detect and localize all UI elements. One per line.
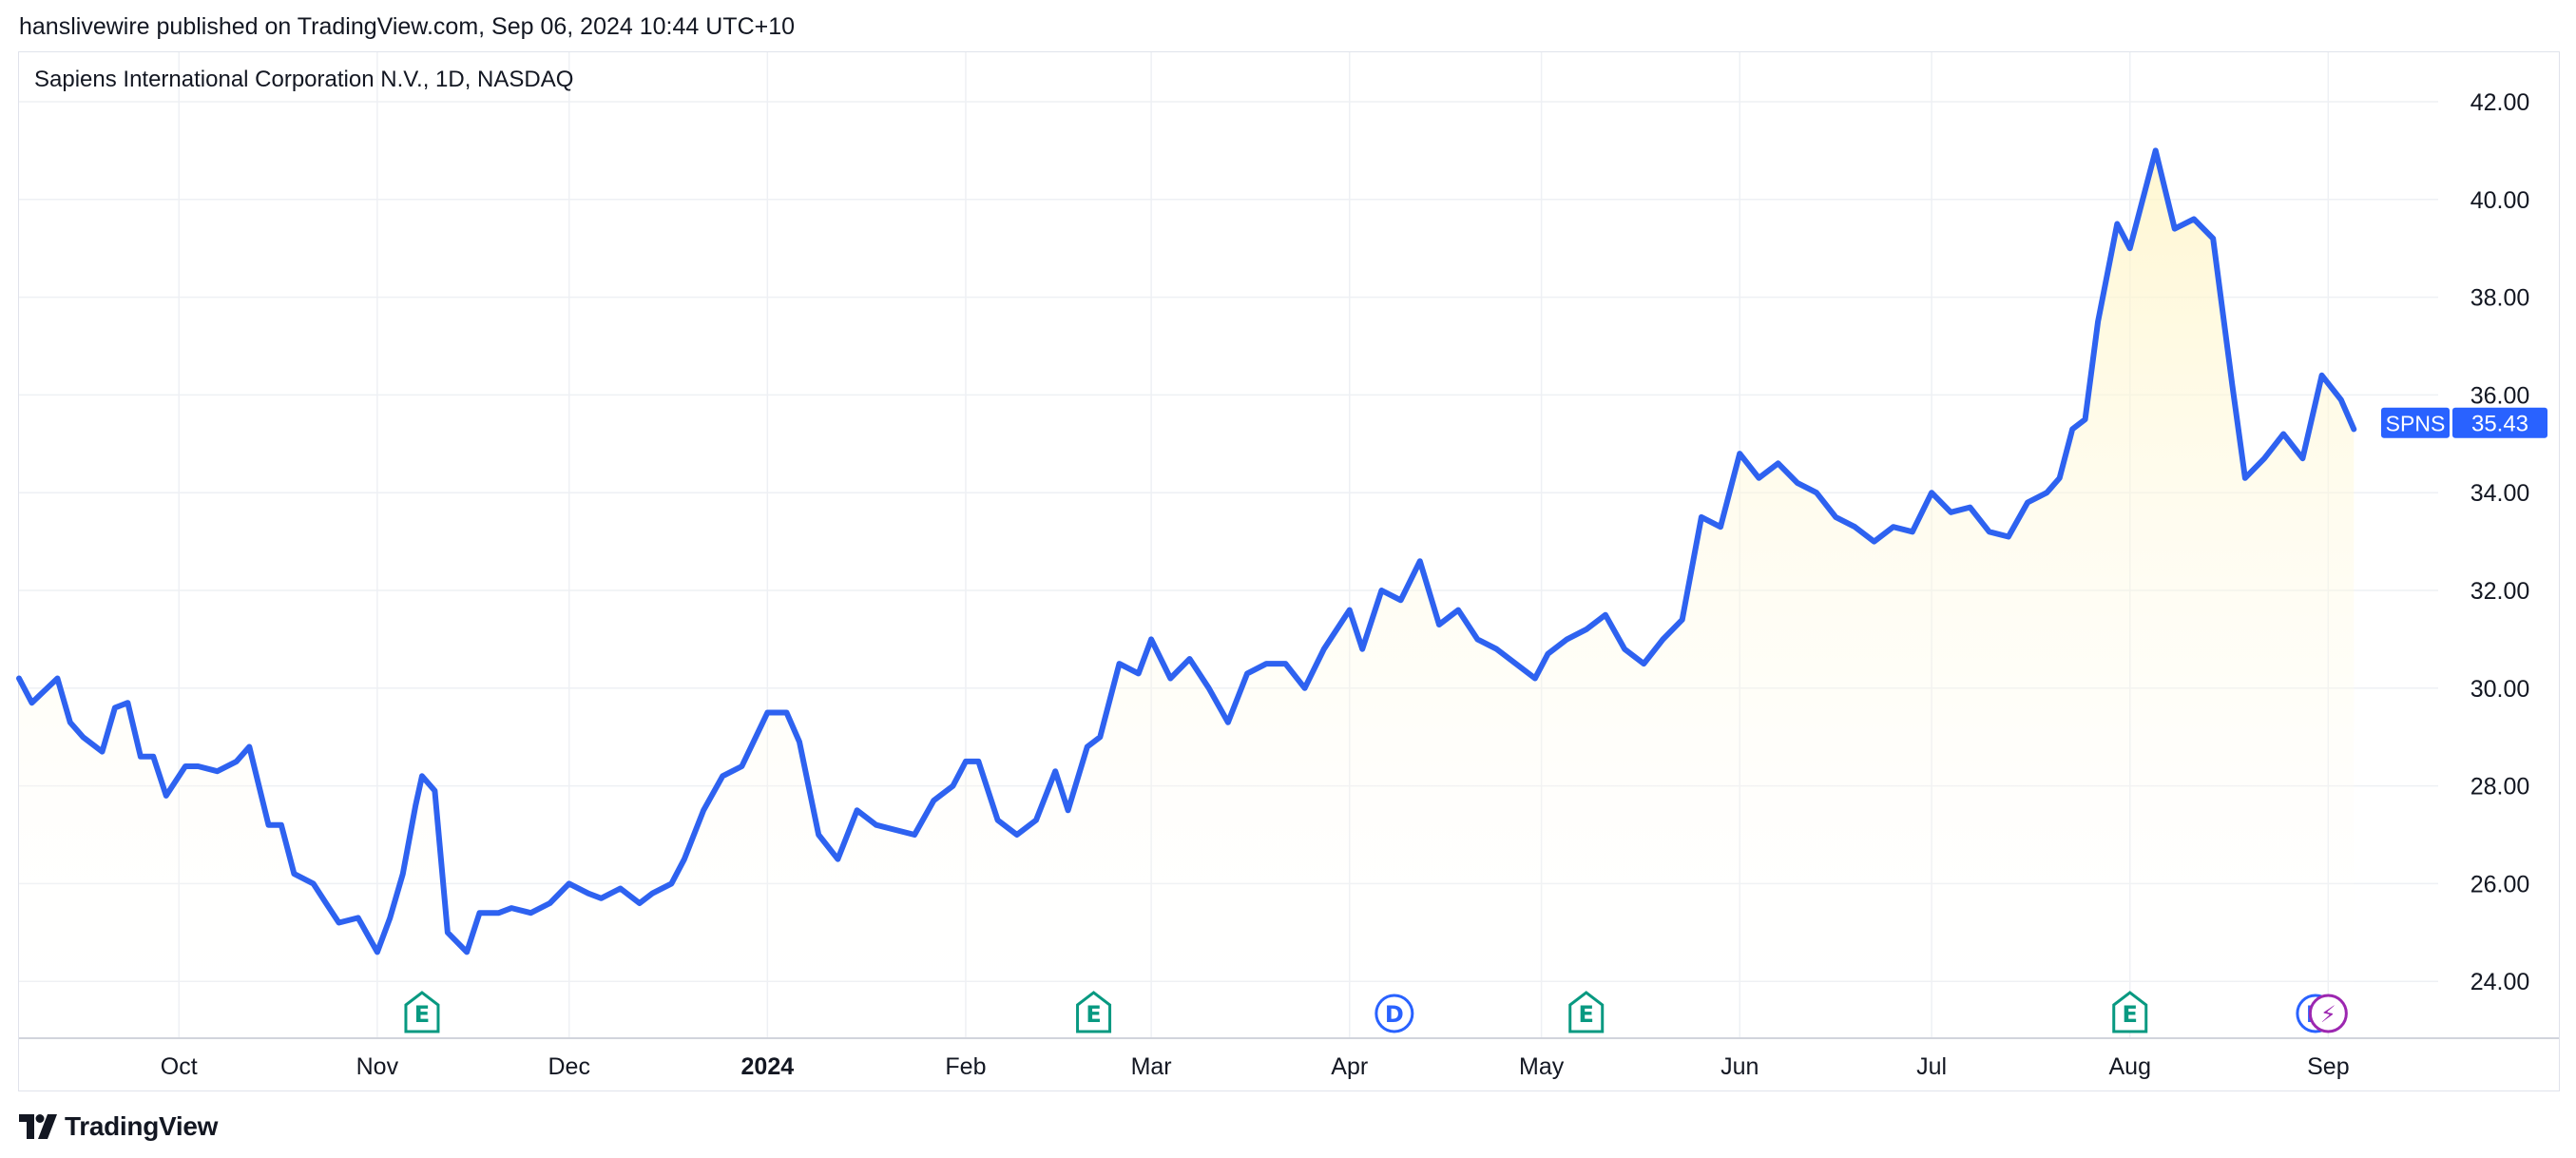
x-tick-label: Apr — [1331, 1053, 1368, 1080]
symbol-tag — [2381, 407, 2450, 438]
event-letter: ⚡ — [2320, 1001, 2336, 1028]
y-tick-label: 32.00 — [2470, 578, 2530, 605]
last-price-tag: SPNS 35.43 — [2381, 407, 2547, 438]
x-tick-label: Sep — [2307, 1053, 2349, 1080]
published-line: hanslivewire published on TradingView.co… — [19, 13, 796, 40]
x-tick-label: May — [1519, 1053, 1565, 1080]
y-tick-label: 38.00 — [2470, 285, 2530, 312]
y-tick-label: 34.00 — [2470, 480, 2530, 507]
last-price-text: 35.43 — [2471, 412, 2528, 437]
x-tick-label: Mar — [1131, 1053, 1172, 1080]
y-tick-label: 26.00 — [2470, 871, 2530, 897]
y-tick-label: 36.00 — [2470, 382, 2530, 409]
time-axis: Oct Nov Dec 2024 Feb Mar Apr May Jun Jul Aug Sep — [161, 1053, 2350, 1080]
symbol-tag-text: SPNS — [2386, 412, 2446, 436]
tradingview-logo[interactable]: TradingView — [19, 1110, 218, 1143]
event-letter: E — [2123, 1001, 2138, 1028]
y-tick-label: 24.00 — [2470, 969, 2530, 995]
event-letter: E — [414, 1001, 430, 1028]
event-letter: D — [1385, 1001, 1404, 1028]
y-tick-label: 28.00 — [2470, 774, 2530, 801]
event-letter: E — [1579, 1001, 1594, 1028]
x-tick-label: Oct — [161, 1053, 198, 1080]
last-price-badge — [2452, 407, 2547, 438]
x-tick-label: Nov — [356, 1053, 399, 1080]
chart-frame — [18, 51, 2560, 1091]
price-area-fill — [19, 150, 2355, 1038]
tradingview-logo-icon — [19, 1114, 57, 1139]
y-tick-label: 30.00 — [2470, 676, 2530, 703]
earnings-icon — [2112, 991, 2148, 1033]
y-tick-label: 40.00 — [2470, 187, 2530, 214]
earnings-event-marker[interactable]: E — [1568, 991, 1605, 1033]
event-markers: EEDEED⚡ — [404, 991, 2348, 1033]
earnings-event-marker[interactable]: E — [2112, 991, 2148, 1033]
split-icon — [2308, 994, 2348, 1033]
price-line — [16, 147, 2357, 955]
x-tick-label: 2024 — [741, 1053, 795, 1080]
event-letter: E — [1086, 1001, 1101, 1028]
dividend-event-marker[interactable]: D — [1375, 994, 1414, 1033]
x-tick-label: Jul — [1916, 1053, 1947, 1080]
earnings-icon — [1568, 991, 1605, 1033]
split-event-marker[interactable]: ⚡ — [2308, 994, 2348, 1033]
x-tick-label: Aug — [2108, 1053, 2150, 1080]
earnings-event-marker[interactable]: E — [1076, 991, 1112, 1033]
tradingview-logo-text: TradingView — [65, 1111, 219, 1141]
x-tick-label: Dec — [548, 1053, 590, 1080]
chart-title: Sapiens International Corporation N.V., … — [34, 67, 574, 92]
price-axis: 24.00 26.00 28.00 30.00 32.00 34.00 36.00 38.00… — [2470, 89, 2530, 995]
earnings-event-marker[interactable]: E — [404, 991, 440, 1033]
earnings-icon — [1076, 991, 1112, 1033]
earnings-icon — [404, 991, 440, 1033]
y-tick-label: 42.00 — [2470, 89, 2530, 116]
dividend-icon — [1375, 994, 1414, 1033]
x-tick-label: Feb — [945, 1053, 986, 1080]
x-tick-label: Jun — [1721, 1053, 1759, 1080]
